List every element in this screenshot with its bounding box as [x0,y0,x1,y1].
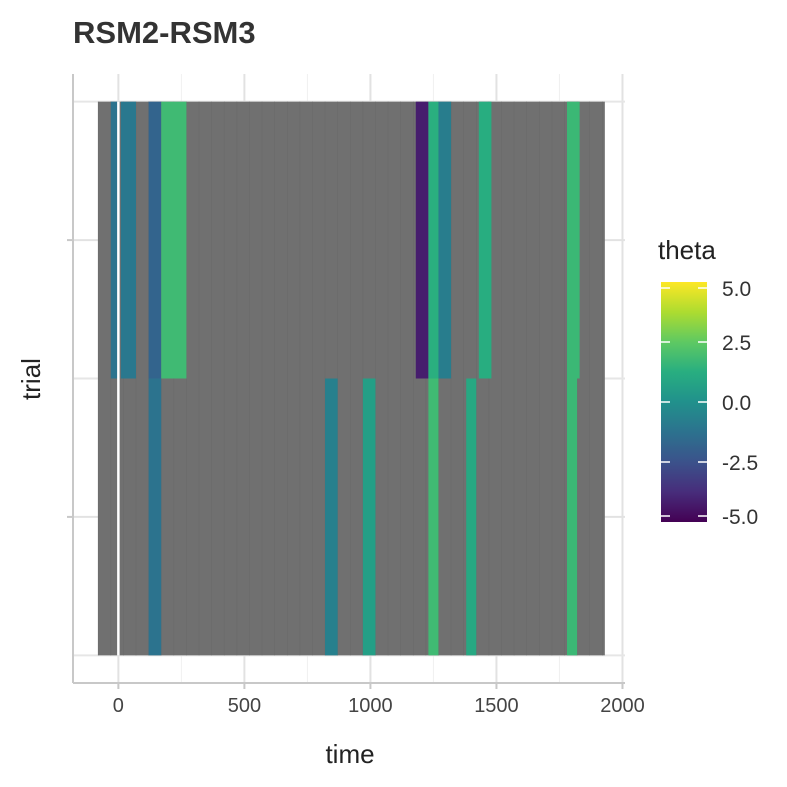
theta-band [120,101,137,379]
theta-band [567,101,580,379]
theta-band [567,378,578,656]
theta-band [428,378,439,656]
x-tick-label: 2000 [600,695,645,717]
theta-bands [110,101,580,656]
theta-band [161,101,187,379]
trial-row-fill [98,378,605,656]
legend-ticks: 5.0 2.5 0.0 -2.5 -5.0 [661,278,758,529]
legend-tick-label: 5.0 [722,278,751,301]
theta-band [466,378,477,656]
legend-tick-label: -2.5 [722,452,758,475]
theta-band [148,101,162,379]
x-tick-label: 1500 [474,695,519,717]
x-axis-title: time [325,739,374,769]
x-tick-label: 0 [113,695,124,717]
theta-band [148,378,162,656]
theta-band [428,101,439,379]
legend-tick-label: 2.5 [722,332,751,355]
y-axis-title: trial [16,358,46,400]
theta-band [478,101,492,379]
legend-title: theta [658,235,716,265]
legend-tick-label: 0.0 [722,392,751,415]
theta-band [362,378,376,656]
x-tick-labels: 0 500 1000 1500 2000 [113,695,645,717]
theta-band [415,101,429,379]
theta-band [325,378,338,656]
x-tick-label: 500 [228,695,261,717]
theta-band [438,101,452,379]
x-tick-label: 1000 [348,695,393,717]
legend-tick-label: -5.0 [722,506,758,529]
color-legend: theta 5.0 2.5 0.0 -2.5 -5.0 [658,235,758,529]
theta-band [110,101,120,379]
chart-title: RSM2-RSM3 [73,15,256,50]
axes [67,74,625,689]
